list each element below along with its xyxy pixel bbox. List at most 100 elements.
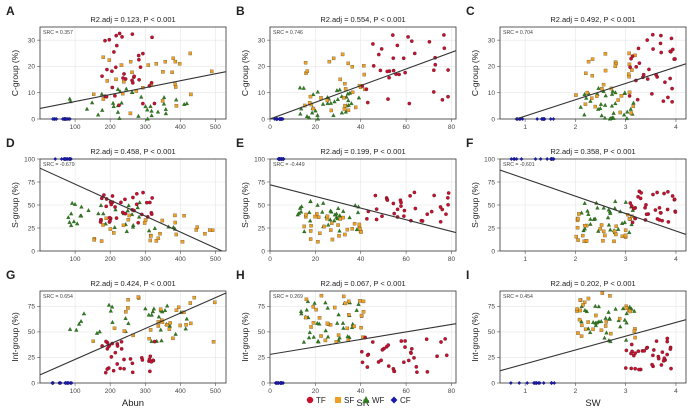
regression-line: [514, 63, 686, 119]
point-SF: [313, 214, 317, 219]
point-WF: [117, 116, 122, 120]
point-WF: [112, 225, 117, 229]
point-WF: [609, 103, 615, 108]
point-TF: [658, 210, 663, 215]
point-TF: [152, 339, 157, 344]
point-WF: [345, 91, 350, 96]
point-WF: [628, 106, 633, 111]
point-SF: [167, 327, 172, 331]
point-CF: [519, 157, 524, 161]
point-SF: [177, 62, 182, 66]
point-SF: [341, 215, 345, 220]
point-SF: [171, 336, 175, 341]
x-tick-label: 40: [357, 388, 365, 395]
point-SF: [581, 233, 585, 238]
point-TF: [409, 39, 414, 43]
point-TF: [412, 51, 417, 56]
point-SF: [629, 111, 633, 115]
point-WF: [593, 323, 598, 328]
point-WF: [110, 100, 116, 105]
point-WF: [582, 226, 587, 231]
point-TF: [668, 49, 673, 54]
point-SF: [583, 327, 588, 331]
y-axis-label: Int-group (%): [10, 312, 20, 362]
point-WF: [622, 317, 627, 322]
point-WF: [613, 101, 618, 106]
point-TF: [105, 67, 109, 72]
point-TF: [123, 197, 127, 202]
x-tick-label: 300: [140, 388, 151, 395]
y-tick-label: 75: [28, 304, 36, 311]
point-WF: [599, 319, 604, 323]
point-TF: [128, 357, 133, 361]
point-layer: [276, 157, 451, 244]
point-WF: [323, 328, 328, 333]
y-axis-label: S-group (%): [10, 182, 20, 228]
point-SF: [603, 52, 608, 56]
point-WF: [97, 329, 102, 334]
point-TF: [651, 192, 655, 197]
point-SF: [347, 313, 351, 317]
point-SF: [586, 320, 590, 324]
point-WF: [624, 311, 629, 316]
y-tick-label: 0: [491, 380, 495, 387]
point-TF: [629, 56, 633, 61]
point-TF: [147, 357, 152, 362]
panel-B: 0 20 40 60 80 0 10 20 30 B R2.adj = 0.554, P < 0.0…: [236, 4, 457, 131]
point-WF: [306, 115, 312, 120]
point-SF: [601, 82, 606, 87]
x-axis-label: Abun: [122, 398, 144, 409]
point-TF: [376, 52, 381, 57]
point-SF: [583, 223, 587, 228]
point-SF: [599, 223, 604, 227]
point-SF: [160, 218, 165, 223]
point-TF: [117, 103, 121, 108]
point-SF: [192, 295, 196, 300]
point-WF: [328, 100, 333, 105]
src-label: SRC = -0.449: [273, 162, 305, 168]
point-CF: [541, 381, 546, 385]
point-WF: [305, 299, 310, 304]
point-layer: [50, 295, 217, 385]
point-WF: [315, 202, 320, 207]
point-TF: [110, 194, 115, 198]
point-TF: [666, 95, 670, 100]
point-SF: [358, 299, 362, 303]
point-WF: [149, 108, 154, 113]
point-SF: [156, 324, 161, 328]
x-tick-label: 400: [175, 256, 186, 263]
x-tick-label: 1: [523, 388, 527, 395]
regression-line: [500, 169, 686, 235]
point-TF: [364, 87, 369, 92]
point-WF: [149, 312, 154, 317]
point-SF: [342, 96, 346, 100]
x-tick-label: 200: [105, 256, 116, 263]
point-TF: [644, 203, 648, 207]
point-TF: [440, 98, 445, 102]
point-TF: [438, 205, 443, 209]
point-TF: [432, 68, 436, 73]
point-SF: [600, 291, 605, 295]
point-WF: [337, 213, 342, 218]
point-TF: [636, 46, 641, 51]
point-SF: [614, 224, 618, 228]
x-tick-label: 2: [574, 124, 578, 131]
point-CF: [541, 117, 546, 121]
panel-letter: C: [466, 4, 475, 18]
point-CF: [551, 157, 556, 161]
panel-A: 100 200 300 400 500 0 10 20 30 A R2.adj = 0.123, P…: [6, 4, 227, 131]
point-TF: [385, 198, 390, 202]
point-WF: [136, 214, 142, 219]
point-SF: [174, 308, 179, 312]
point-TF: [386, 97, 390, 101]
point-TF: [141, 51, 145, 56]
point-SF: [308, 229, 313, 233]
x-tick-label: 300: [140, 124, 151, 131]
point-WF: [110, 320, 115, 324]
point-WF: [84, 106, 90, 111]
point-TF: [651, 353, 655, 358]
panel-letter: G: [6, 268, 15, 282]
x-tick-label: 100: [70, 256, 81, 263]
point-WF: [86, 208, 91, 212]
point-CF: [66, 381, 71, 385]
